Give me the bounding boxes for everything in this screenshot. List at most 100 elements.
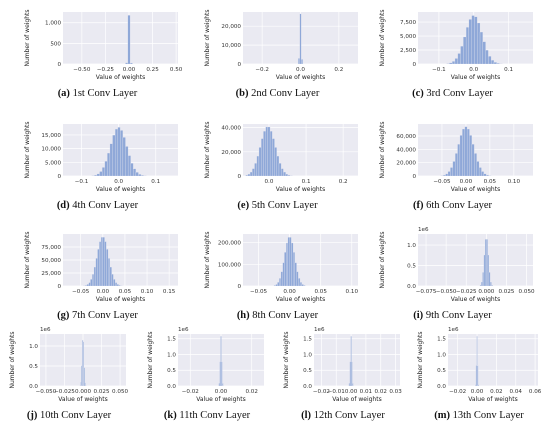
histogram-bar	[267, 126, 271, 176]
histogram-bar	[276, 155, 280, 176]
y-tick-label: 40,000	[221, 126, 241, 132]
y-tick-label: 0	[237, 174, 241, 180]
histogram-bar	[90, 279, 93, 286]
y-tick-label: 1.0	[29, 344, 38, 350]
histogram-bar	[284, 252, 287, 286]
histogram-bar	[222, 383, 224, 386]
x-tick-label: 0.050	[519, 289, 535, 295]
caption-text: 1st Conv Layer	[69, 88, 138, 99]
histogram-bar	[471, 144, 475, 176]
x-axis-label: Value of weights	[96, 186, 145, 193]
histogram-bar	[466, 128, 470, 176]
y-multiplier: 1e6	[314, 327, 325, 333]
caption-label: (i)	[413, 310, 424, 321]
plot-area	[63, 12, 178, 64]
histogram-bar	[269, 131, 273, 176]
y-tick-label: 0	[57, 62, 61, 68]
histogram-bar	[125, 62, 128, 64]
x-tick-label: −0.2	[255, 67, 269, 73]
histogram-bar	[122, 137, 126, 176]
histogram-bar	[468, 19, 472, 64]
y-multiplier: 1e6	[178, 327, 189, 333]
x-tick-label: 0.1	[151, 179, 160, 185]
y-tick-label: 5,000	[400, 34, 416, 40]
y-axis-label: Number of weights	[379, 9, 386, 66]
histogram-bar	[350, 336, 352, 386]
histogram-bar	[455, 153, 458, 176]
bars	[440, 126, 492, 176]
panel-caption: (f) 6th Conv Layer	[360, 200, 545, 211]
x-tick-label: 0.00	[345, 389, 358, 395]
histogram-bar	[281, 168, 284, 176]
y-tick-label: 1.5	[303, 337, 312, 343]
histogram-bar	[443, 174, 446, 176]
y-axis-label: Number of weights	[417, 331, 424, 388]
x-tick-label: 0.04	[510, 389, 523, 395]
histogram-bar	[478, 384, 480, 386]
histogram-bar	[93, 266, 96, 286]
histogram-svg: −0.05 0.00 0.05 0.10 0 100,000 200,000 Value of…	[204, 231, 358, 303]
y-axis-label: Number of weights	[204, 231, 211, 288]
x-tick-label: 0.000	[478, 289, 494, 295]
x-tick-label: 0.05	[484, 179, 497, 185]
histogram-bar	[457, 53, 461, 64]
y-tick-label: 50,000	[41, 258, 61, 264]
histogram-bar	[252, 168, 255, 176]
histogram-bar	[256, 155, 260, 176]
histogram-bar	[277, 282, 280, 286]
histogram-bar	[261, 138, 264, 176]
histogram-bar	[301, 284, 304, 286]
histogram-bar	[118, 285, 121, 286]
caption-text: 8th Conv Layer	[249, 310, 319, 321]
y-tick-label: 0.0	[437, 384, 446, 390]
caption-label: (b)	[235, 88, 249, 99]
x-tick-label: −0.02	[182, 389, 199, 395]
x-tick-label: 0.02	[245, 389, 257, 395]
y-axis-label: Number of weights	[379, 231, 386, 288]
y-tick-label: 10,000	[221, 43, 241, 49]
x-tick-label: −0.050	[436, 289, 457, 295]
histogram-bar	[465, 27, 470, 64]
histogram-panel: 0.0 0.1 0.2 0 20,000 40,000 Value of weights Nu…	[185, 112, 370, 212]
histogram-bar	[483, 254, 486, 286]
bars	[446, 15, 503, 64]
histogram-svg: −0.050−0.025 0.000 0.025 0.050 0.0 0.5 1.0 1e6 V…	[9, 327, 129, 403]
histogram-bar	[102, 237, 105, 286]
caption-label: (k)	[163, 410, 177, 421]
x-tick-label: 0.10	[141, 289, 154, 295]
histogram-panel: −0.075 −0.050 −0.025 0.000 0.025 0.050 0.0 0.5 1…	[360, 222, 545, 322]
caption-label: (d)	[56, 200, 70, 211]
histogram-bar	[125, 146, 129, 176]
x-tick-label: −0.050	[36, 389, 57, 395]
caption-text: 7th Conv Layer	[69, 310, 138, 321]
histogram-bar	[488, 272, 491, 286]
histogram-bar	[462, 128, 465, 176]
histogram-bar	[282, 262, 285, 286]
x-tick-label: 0.15	[163, 289, 176, 295]
histogram-panel: −0.050 −0.025 0.000 0.025 0.050 0.0 0.5 1.0 1e6 V…	[0, 322, 138, 422]
histogram-bar	[247, 173, 251, 176]
histogram-bar	[249, 171, 253, 176]
histogram-bar	[273, 285, 276, 286]
plot-area	[448, 334, 538, 386]
histogram-bar	[283, 171, 286, 176]
histogram-bar	[107, 258, 111, 286]
caption-text: 9th Conv Layer	[423, 310, 492, 321]
bars	[83, 237, 123, 286]
y-tick-label: 1.0	[407, 243, 416, 249]
histogram-bar	[99, 171, 103, 176]
y-tick-label: 7,500	[400, 20, 416, 26]
x-axis-label: Value of weights	[451, 296, 500, 303]
caption-text: 2nd Conv Layer	[248, 88, 320, 99]
histogram-bar	[298, 278, 301, 286]
histogram-bar	[481, 281, 483, 286]
histogram-bar	[107, 152, 111, 176]
y-tick-label: 0	[412, 62, 416, 68]
histogram-bar	[452, 161, 456, 176]
histogram-panel: −0.02 0.00 0.02 0.0 0.5 1.0 1.5 1e6 Value of wei…	[138, 322, 276, 422]
histogram-bar	[116, 284, 119, 286]
histogram-bar	[130, 163, 134, 176]
histogram-bar	[84, 382, 86, 386]
histogram-bar	[133, 168, 137, 176]
y-tick-label: 0	[57, 284, 61, 290]
